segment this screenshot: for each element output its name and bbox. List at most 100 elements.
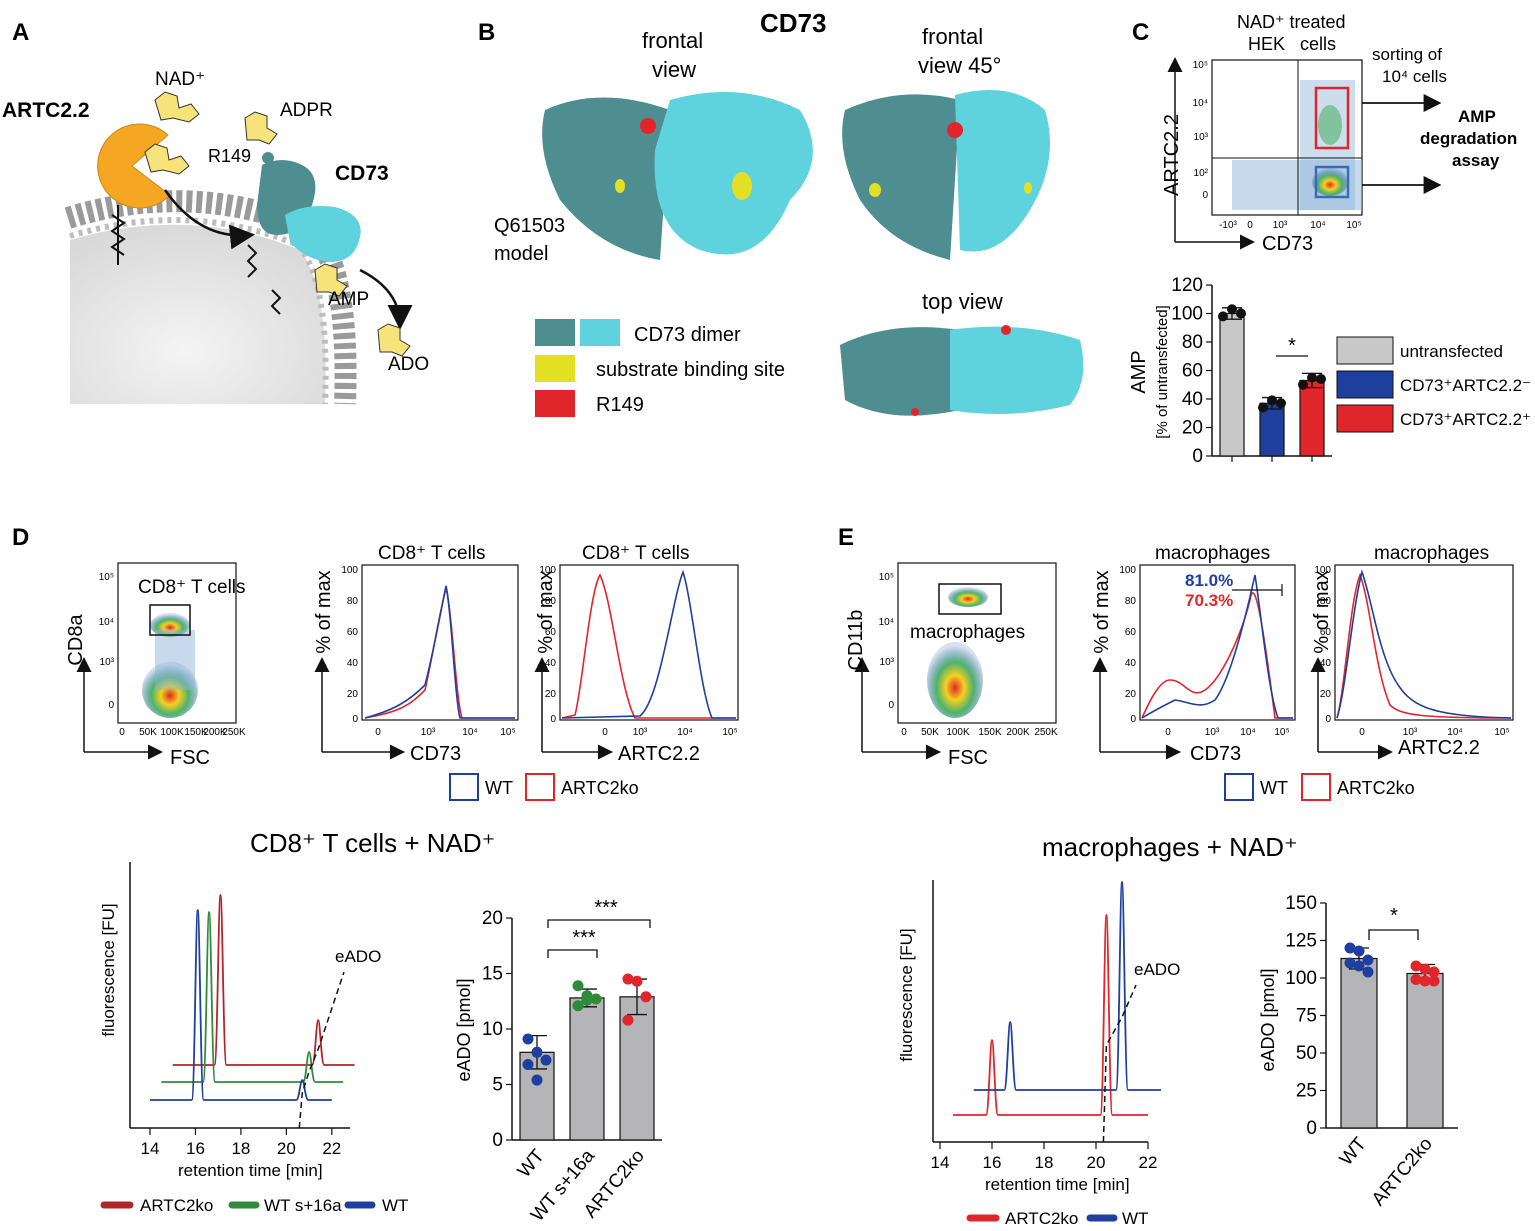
x-tick-label: WT [514, 1145, 549, 1181]
hplc-chart: 14 16 18 20 22 [931, 880, 1161, 1172]
pct-ko: 70.3% [1185, 591, 1233, 610]
artc2-enzyme [97, 123, 171, 209]
y-tick-label: 60 [1182, 361, 1203, 382]
legend-wt-box [449, 773, 479, 801]
svg-text:% of max: % of max [535, 570, 557, 653]
svg-text:0: 0 [888, 700, 894, 711]
data-point [1218, 311, 1228, 322]
legend-artc-neg [1336, 370, 1394, 399]
data-point [522, 1059, 534, 1071]
header-nad: NAD⁺ treated [1237, 12, 1346, 32]
svg-text:ARTC2ko: ARTC2ko [140, 1196, 213, 1215]
hist2-wt [1336, 569, 1512, 719]
dot-ylabel: CD8a [65, 614, 87, 666]
dots-stream [155, 630, 195, 690]
svg-text:80: 80 [1125, 596, 1137, 607]
svg-text:10³: 10³ [100, 657, 115, 668]
svg-text:60: 60 [545, 627, 557, 638]
svg-text:10⁴: 10⁴ [677, 727, 692, 738]
svg-text:10⁴: 10⁴ [462, 727, 477, 738]
svg-text:10³: 10³ [421, 727, 436, 738]
flow-yticks: 10⁵ 10⁴ 10³ 10² 0 [1193, 60, 1209, 201]
view-45: frontal [922, 24, 983, 49]
legend-swatch-light [580, 319, 620, 346]
hist1-xlabel: CD73 [410, 743, 461, 765]
hplc-xlabel: retention time [min] [178, 1161, 323, 1180]
svg-text:10⁴: 10⁴ [1193, 98, 1208, 109]
legend-untransfected [1336, 336, 1394, 365]
structure-45 [842, 90, 1050, 260]
panel-b: B CD73 frontal view frontal view 45° top… [478, 8, 1084, 417]
svg-text:10⁵: 10⁵ [99, 572, 114, 583]
x-tick-label: ARTC2ko [1368, 1134, 1437, 1210]
eado-label: eADO [335, 947, 381, 966]
svg-text:-10³: -10³ [1219, 220, 1237, 231]
svg-text:% of max: % of max [1091, 570, 1113, 653]
x-tick-label: 18 [231, 1139, 250, 1158]
y-tick-label: 50 [1296, 1043, 1317, 1064]
svg-text:0: 0 [108, 700, 114, 711]
cd73-light [285, 206, 361, 262]
svg-text:10⁵: 10⁵ [722, 727, 737, 738]
gate-blue [1314, 165, 1350, 199]
svg-text:80: 80 [347, 596, 359, 607]
svg-text:40: 40 [545, 658, 557, 669]
hist1-wt [1141, 574, 1293, 719]
svg-text:200K: 200K [1006, 727, 1030, 738]
amp-bar-ylabel-2: [% of untransfected] [1154, 305, 1171, 438]
panel-letter: B [478, 19, 495, 46]
sig-1: *** [572, 927, 596, 949]
pct-wt: 81.0% [1185, 571, 1233, 590]
ado-molecule [377, 323, 411, 357]
y-tick-label: 40 [1182, 389, 1203, 410]
y-tick-label: 100 [1171, 304, 1203, 325]
x-tick-label: 18 [1035, 1153, 1054, 1172]
assay-1: AMP [1458, 107, 1496, 126]
view-frontal: frontal [642, 28, 703, 53]
svg-text:0: 0 [1202, 190, 1208, 201]
sig-2: *** [594, 897, 618, 919]
svg-text:250K: 250K [222, 727, 246, 738]
data-point [1410, 974, 1422, 985]
amp-arrow [359, 268, 413, 330]
hist-xticks: 0 10³ 10⁴ 10⁵ 0 10³ 10⁴ 10⁵ [375, 727, 737, 738]
dot-yticks: 10⁵ 10⁴ 10³ 0 [879, 572, 895, 711]
svg-text:80: 80 [545, 596, 557, 607]
svg-text:100: 100 [341, 565, 358, 576]
svg-text:60: 60 [347, 627, 359, 638]
legend-text-untransfected: untransfected [1400, 342, 1503, 361]
data-point [1362, 954, 1374, 966]
hist2-xlabel: ARTC2.2 [1398, 737, 1480, 759]
sig: * [1390, 905, 1398, 927]
hist1-frame [361, 564, 519, 721]
hist2-frame [1334, 564, 1514, 721]
legend-ko: ARTC2ko [561, 778, 639, 798]
panel-a: A ARTC2.2 NAD⁺ ADPR R149 CD73 AMP [2, 19, 429, 405]
cd73-stalk [246, 244, 282, 315]
legend-ko-box [1301, 773, 1331, 801]
hplc-chart: 14 16 18 20 22 [129, 862, 355, 1158]
r149-site [262, 152, 274, 164]
bar-ylabel: eADO [pmol] [1258, 968, 1278, 1071]
svg-text:% of max: % of max [1311, 570, 1333, 653]
svg-text:10⁴: 10⁴ [1447, 727, 1462, 738]
sig-bracket [1368, 929, 1419, 940]
svg-text:40: 40 [347, 658, 359, 669]
x-tick-label: 20 [277, 1139, 296, 1158]
svg-text:20: 20 [1320, 689, 1332, 700]
amp-sig: * [1288, 335, 1296, 357]
dots-mac [948, 587, 988, 607]
svg-text:40: 40 [1125, 658, 1137, 669]
trace-WT [973, 881, 1161, 1091]
flow-xlabel: CD73 [1262, 233, 1313, 255]
x-tick-label: 22 [322, 1139, 341, 1158]
cd73-label: CD73 [335, 162, 389, 185]
model-label-2: model [494, 243, 548, 265]
svg-text:0: 0 [375, 727, 381, 738]
svg-text:0: 0 [1359, 727, 1365, 738]
svg-text:10³: 10³ [1194, 132, 1209, 143]
panel-e: E macrophages CD11b FSC 10⁵ 10⁴ 10³ 0 0 … [838, 524, 1514, 1228]
svg-text:60: 60 [1125, 627, 1137, 638]
cell-interior [70, 224, 326, 404]
